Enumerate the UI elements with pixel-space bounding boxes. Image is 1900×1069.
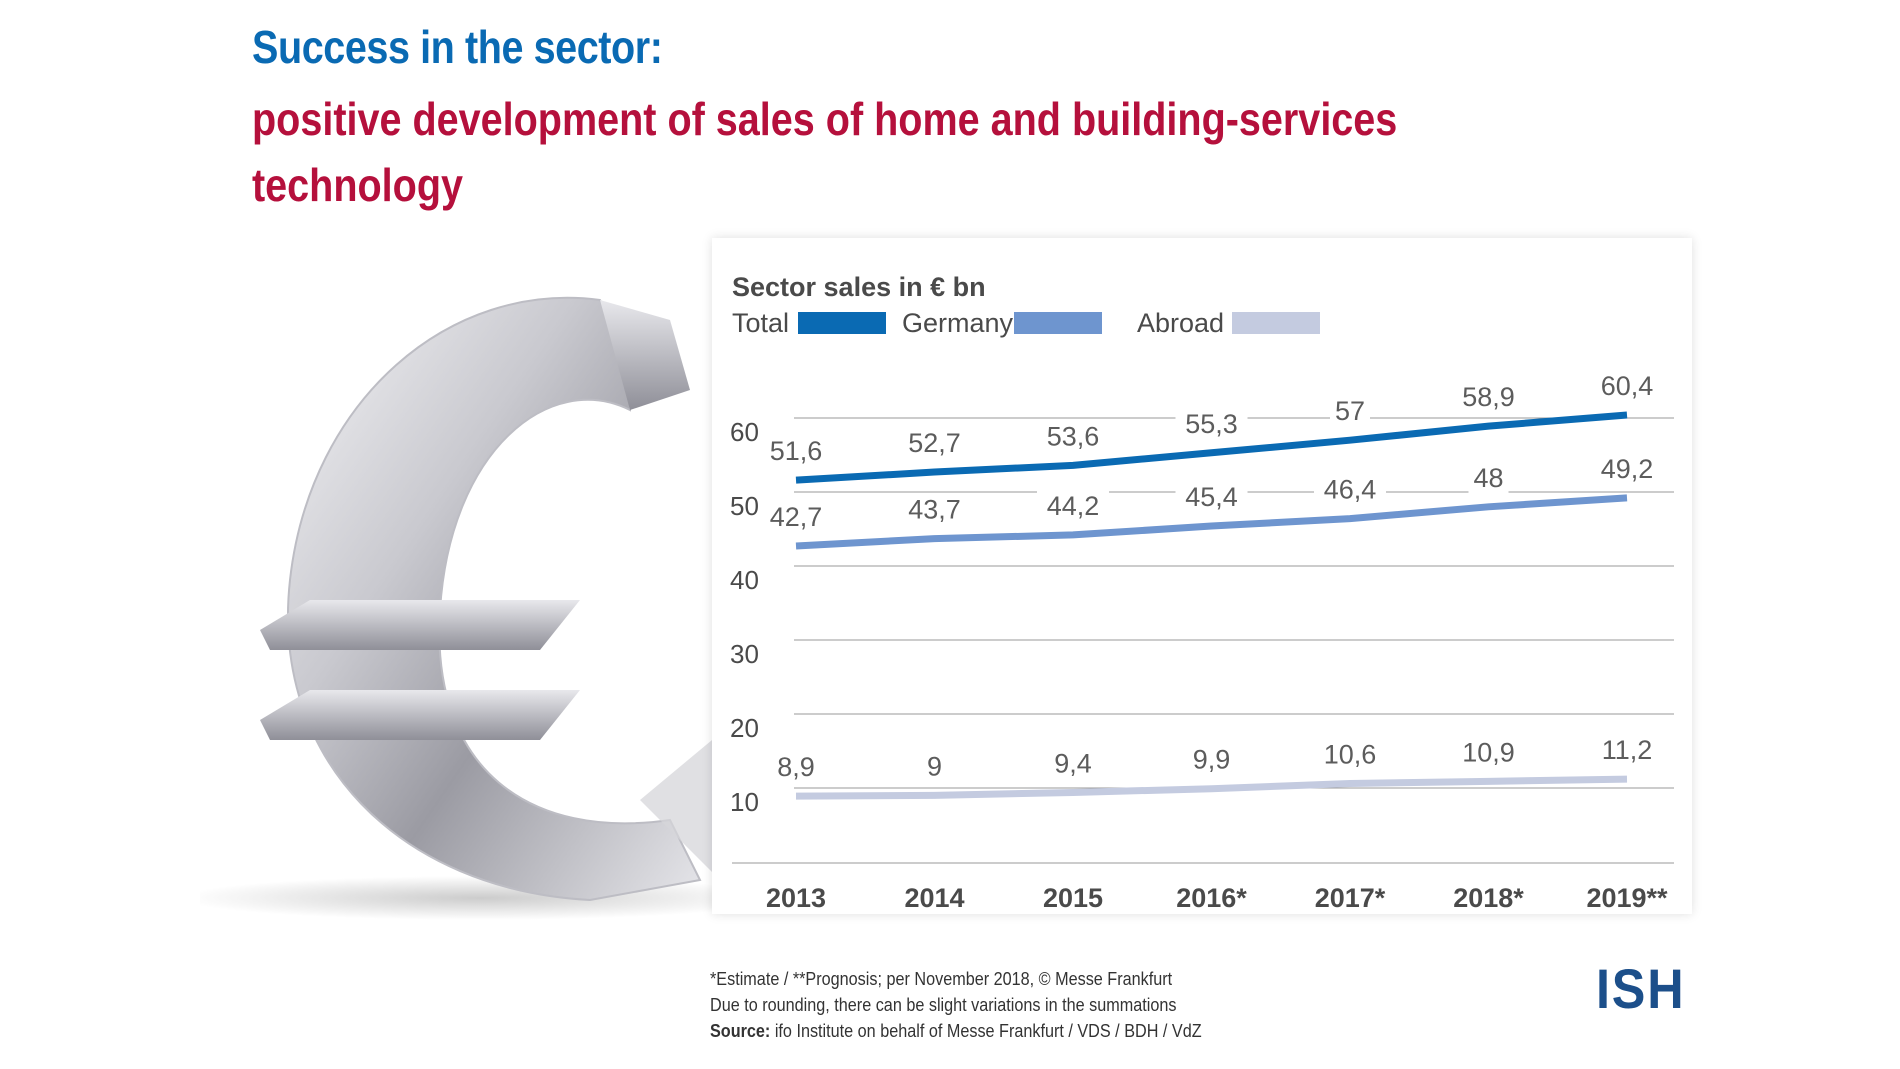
y-tick-20: 20: [730, 713, 759, 743]
chart-panel: Sector sales in € bn Total Germany Abroad 10…: [712, 238, 1692, 914]
y-tick-60: 60: [730, 417, 759, 447]
data-label-germany-6: 49,2: [1601, 454, 1654, 484]
legend-label-abroad: Abroad: [1137, 308, 1224, 338]
data-label-germany-0: 42,7: [770, 502, 823, 532]
x-tick-2: 2015: [1043, 883, 1103, 913]
ish-logo: ISH: [1596, 957, 1686, 1020]
data-label-bg: [1452, 735, 1525, 768]
series-line-germany: [795, 494, 1628, 550]
data-label-bg: [1037, 419, 1109, 452]
data-label-bg: [1175, 480, 1248, 513]
data-label-total-4: 57: [1335, 396, 1365, 426]
title-line-2: positive development of sales of home an…: [252, 86, 1499, 218]
data-label-germany-5: 48: [1473, 463, 1503, 493]
data-label-germany-2: 44,2: [1047, 491, 1100, 521]
data-label-bg: [1045, 746, 1101, 779]
title-line-1: Success in the sector:: [252, 21, 663, 73]
data-label-abroad-5: 10,9: [1462, 737, 1515, 767]
footnote-rounding: Due to rounding, there can be slight var…: [710, 995, 1177, 1015]
data-label-bg: [922, 749, 947, 782]
title-line-2-text: positive development of sales of home an…: [252, 93, 1398, 145]
x-tick-0: 2013: [766, 883, 826, 913]
footnote-estimate: *Estimate / **Prognosis; per November 20…: [710, 969, 1173, 989]
data-label-bg: [1330, 394, 1370, 427]
y-tick-50: 50: [730, 491, 759, 521]
footnote-source: Source: ifo Institute on behalf of Messe…: [710, 1018, 1202, 1044]
data-label-total-1: 52,7: [908, 428, 961, 458]
data-label-bg: [1591, 733, 1663, 766]
chart-title: Sector sales in € bn: [732, 272, 986, 302]
legend-label-total: Total: [732, 308, 789, 338]
data-label-abroad-0: 8,9: [777, 752, 815, 782]
legend-swatch-total: [798, 312, 886, 334]
source-label: Source:: [710, 1021, 771, 1041]
series-line-total: [795, 411, 1628, 484]
x-tick-4: 2017*: [1315, 883, 1386, 913]
line-chart: Sector sales in € bn Total Germany Abroad 10…: [730, 272, 1674, 913]
x-tick-6: 2019**: [1586, 883, 1668, 913]
data-label-germany-4: 46,4: [1324, 475, 1377, 505]
data-label-abroad-3: 9,9: [1193, 745, 1231, 775]
data-label-germany-1: 43,7: [908, 495, 961, 525]
data-label-abroad-1: 9: [927, 751, 942, 781]
y-tick-10: 10: [730, 787, 759, 817]
data-label-bg: [1468, 460, 1509, 493]
y-tick-30: 30: [730, 639, 759, 669]
data-label-bg: [760, 500, 832, 533]
data-label-germany-3: 45,4: [1185, 482, 1238, 512]
data-label-abroad-6: 11,2: [1602, 735, 1653, 765]
data-label-bg: [1591, 451, 1663, 484]
data-label-total-2: 53,6: [1047, 421, 1100, 451]
data-label-bg: [898, 426, 971, 459]
data-label-bg: [1314, 737, 1386, 770]
y-tick-40: 40: [730, 565, 759, 595]
legend-swatch-germany: [1014, 312, 1102, 334]
data-label-bg: [760, 434, 832, 467]
source-text: ifo Institute on behalf of Messe Frankfu…: [770, 1021, 1202, 1041]
data-label-abroad-2: 9,4: [1054, 748, 1092, 778]
series-line-abroad: [795, 775, 1628, 800]
data-label-bg: [1314, 472, 1386, 505]
data-label-abroad-4: 10,6: [1324, 740, 1377, 770]
data-label-total-0: 51,6: [770, 436, 823, 466]
data-label-bg: [1591, 369, 1663, 402]
x-tick-5: 2018*: [1453, 883, 1524, 913]
footnotes: *Estimate / **Prognosis; per November 20…: [710, 966, 1202, 1044]
legend-swatch-abroad: [1232, 312, 1320, 334]
legend-label-germany: Germany: [902, 308, 1014, 338]
data-label-bg: [1037, 488, 1109, 521]
data-label-bg: [1452, 380, 1525, 413]
title-line-3-text: technology: [252, 159, 463, 211]
data-label-bg: [1175, 406, 1248, 439]
x-tick-1: 2014: [904, 883, 964, 913]
data-label-bg: [768, 750, 824, 783]
x-tick-3: 2016*: [1176, 883, 1247, 913]
data-label-bg: [898, 492, 971, 525]
data-label-total-5: 58,9: [1462, 382, 1515, 412]
data-label-bg: [1183, 742, 1240, 775]
data-label-total-3: 55,3: [1185, 409, 1238, 439]
data-label-total-6: 60,4: [1601, 371, 1654, 401]
